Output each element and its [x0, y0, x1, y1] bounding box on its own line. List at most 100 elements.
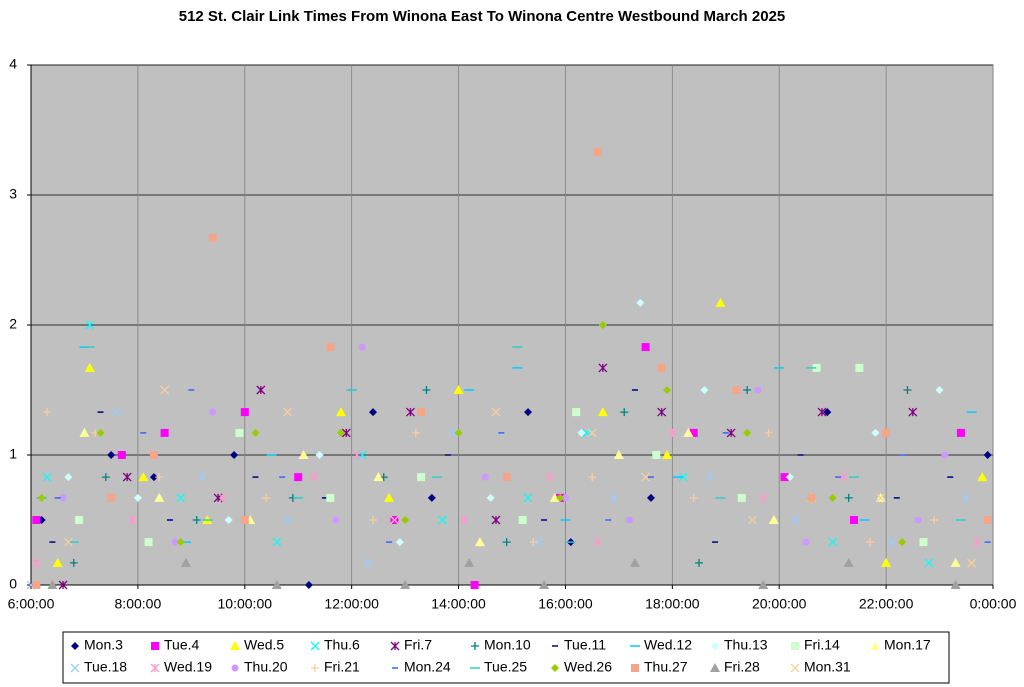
legend-marker	[790, 663, 800, 673]
point	[941, 451, 949, 459]
point	[646, 493, 655, 502]
point	[983, 451, 992, 459]
point	[828, 537, 838, 547]
point	[155, 473, 164, 482]
legend-label: Fri.21	[324, 659, 360, 675]
legend-label: Tue.11	[564, 637, 606, 653]
y-tick-label: 2	[9, 316, 17, 332]
point	[855, 363, 864, 372]
point	[844, 493, 853, 502]
legend-marker	[390, 641, 400, 651]
legend-marker	[310, 641, 320, 651]
point	[764, 428, 773, 437]
point	[620, 408, 629, 417]
legend-marker	[150, 663, 160, 673]
legend-marker	[70, 663, 80, 673]
point	[369, 408, 378, 417]
point	[294, 473, 303, 482]
point	[977, 472, 988, 482]
point	[411, 428, 420, 437]
point	[908, 407, 918, 417]
point	[524, 408, 533, 417]
point	[758, 580, 769, 589]
point	[785, 473, 794, 482]
point	[598, 321, 607, 329]
point	[843, 557, 854, 567]
point	[924, 558, 934, 568]
point	[341, 428, 351, 438]
point	[486, 493, 495, 502]
point	[556, 493, 565, 502]
point	[914, 516, 922, 524]
point	[58, 580, 68, 590]
legend-label: Fri.28	[724, 659, 760, 675]
legend-label: Mon.24	[404, 659, 451, 675]
point	[817, 407, 827, 417]
legend-label: Thu.27	[644, 659, 688, 675]
point	[593, 537, 602, 547]
legend-label: Wed.12	[644, 637, 692, 653]
point	[256, 385, 266, 395]
point	[700, 386, 709, 394]
point	[453, 385, 464, 394]
point	[417, 473, 426, 482]
point	[395, 538, 404, 547]
legend-label: Mon.17	[884, 637, 931, 653]
point	[588, 473, 597, 482]
point	[107, 451, 116, 459]
point	[384, 492, 395, 502]
point	[613, 450, 624, 459]
point	[235, 428, 244, 437]
x-tick-label: 14:00:00	[431, 596, 486, 612]
point	[240, 408, 249, 417]
x-tick-label: 16:00:00	[538, 596, 593, 612]
point	[866, 538, 875, 547]
point	[898, 538, 907, 547]
point	[534, 537, 544, 547]
point	[695, 558, 704, 567]
point	[823, 408, 832, 417]
legend-marker	[471, 642, 479, 650]
point	[358, 343, 366, 351]
point	[336, 428, 345, 437]
point	[117, 451, 126, 459]
point	[598, 363, 608, 373]
point	[950, 557, 961, 567]
point	[597, 407, 608, 417]
point	[389, 515, 399, 525]
point	[935, 386, 944, 394]
legend-label: Thu.6	[324, 637, 360, 653]
x-tick-label: 8:00:00	[115, 596, 162, 612]
point	[42, 472, 52, 482]
point	[112, 407, 121, 417]
point	[667, 428, 677, 438]
point	[726, 428, 736, 438]
point	[176, 493, 186, 503]
point	[326, 493, 335, 502]
point	[790, 515, 800, 525]
point	[149, 451, 158, 459]
point	[192, 516, 201, 524]
point	[405, 407, 415, 417]
point	[474, 537, 485, 547]
chart-title: 512 St. Clair Link Times From Winona Eas…	[179, 8, 786, 25]
point	[224, 516, 233, 524]
legend-label: Tue.4	[164, 637, 199, 653]
point	[373, 472, 384, 482]
point	[689, 493, 698, 502]
legend-label: Wed.26	[564, 659, 612, 675]
point	[881, 557, 892, 567]
point	[176, 538, 185, 547]
point	[240, 516, 249, 524]
point	[128, 515, 138, 525]
point	[85, 320, 95, 330]
point	[470, 581, 479, 589]
point	[427, 493, 436, 502]
point	[737, 493, 746, 502]
legend-label: Fri.14	[804, 637, 840, 653]
point	[43, 408, 52, 417]
legend-label: Wed.5	[244, 637, 284, 653]
point	[272, 537, 282, 547]
legend-label: Tue.18	[84, 659, 127, 675]
point	[209, 408, 217, 416]
